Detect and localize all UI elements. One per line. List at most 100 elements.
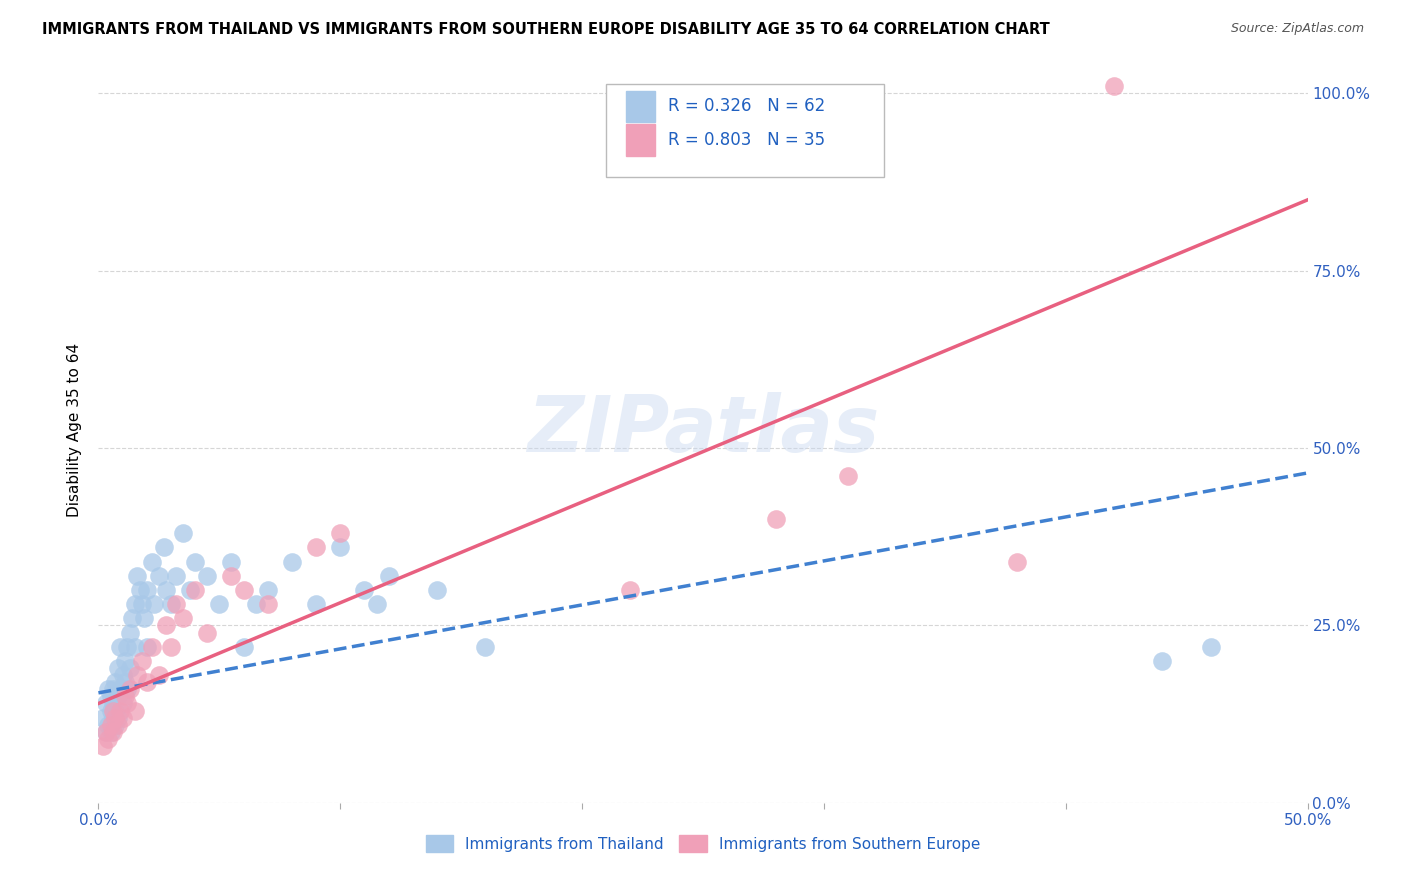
Point xyxy=(1199,640,1222,654)
Text: IMMIGRANTS FROM THAILAND VS IMMIGRANTS FROM SOUTHERN EUROPE DISABILITY AGE 35 TO: IMMIGRANTS FROM THAILAND VS IMMIGRANTS F… xyxy=(42,22,1050,37)
Point xyxy=(101,711,124,725)
Point xyxy=(134,611,156,625)
Point xyxy=(100,718,122,732)
Point xyxy=(111,711,134,725)
Point xyxy=(135,582,157,597)
Point xyxy=(104,704,127,718)
Text: Source: ZipAtlas.com: Source: ZipAtlas.com xyxy=(1230,22,1364,36)
Point xyxy=(1102,79,1125,94)
Point xyxy=(1007,555,1029,569)
Point xyxy=(108,682,131,697)
Point xyxy=(232,582,254,597)
Point xyxy=(141,555,163,569)
Point xyxy=(329,526,352,541)
Point xyxy=(329,541,352,555)
Point xyxy=(179,582,201,597)
Point xyxy=(135,640,157,654)
Point xyxy=(100,724,122,739)
Point xyxy=(91,711,114,725)
Point xyxy=(127,668,149,682)
Point xyxy=(208,597,231,611)
Point xyxy=(114,654,136,668)
Point xyxy=(135,675,157,690)
Point xyxy=(97,718,120,732)
Point xyxy=(111,697,134,711)
Point xyxy=(305,597,328,611)
Point xyxy=(108,704,131,718)
Point xyxy=(172,611,194,625)
Point xyxy=(107,690,129,704)
Point xyxy=(94,697,117,711)
Point xyxy=(101,697,124,711)
Point xyxy=(184,582,207,597)
Point xyxy=(91,739,114,753)
Point xyxy=(256,597,278,611)
Point xyxy=(114,690,136,704)
Point xyxy=(221,555,243,569)
Point xyxy=(111,668,134,682)
Point xyxy=(143,597,166,611)
Text: R = 0.326   N = 62: R = 0.326 N = 62 xyxy=(668,97,825,115)
Point xyxy=(118,625,141,640)
Point xyxy=(165,569,187,583)
Point xyxy=(195,625,218,640)
Point xyxy=(101,704,124,718)
Point xyxy=(619,582,641,597)
Point xyxy=(124,597,146,611)
Point xyxy=(100,690,122,704)
Point xyxy=(97,682,120,697)
FancyBboxPatch shape xyxy=(626,124,655,155)
Point xyxy=(108,640,131,654)
Point xyxy=(148,569,170,583)
Point xyxy=(765,512,787,526)
Point xyxy=(148,668,170,682)
Point xyxy=(100,704,122,718)
Point xyxy=(152,541,174,555)
Point xyxy=(377,569,399,583)
Point xyxy=(117,682,139,697)
Point xyxy=(118,661,141,675)
Point xyxy=(107,718,129,732)
Point xyxy=(837,469,859,483)
Point xyxy=(160,597,183,611)
Point xyxy=(172,526,194,541)
Point xyxy=(184,555,207,569)
Point xyxy=(94,724,117,739)
Point xyxy=(118,682,141,697)
Point xyxy=(353,582,375,597)
Point xyxy=(128,582,150,597)
Point xyxy=(366,597,388,611)
Point xyxy=(256,582,278,597)
Point xyxy=(131,597,153,611)
Point xyxy=(124,704,146,718)
Point xyxy=(305,541,328,555)
FancyBboxPatch shape xyxy=(626,91,655,122)
Point xyxy=(221,569,243,583)
Point xyxy=(165,597,187,611)
Point xyxy=(127,569,149,583)
Point xyxy=(232,640,254,654)
Point xyxy=(281,555,304,569)
Legend: Immigrants from Thailand, Immigrants from Southern Europe: Immigrants from Thailand, Immigrants fro… xyxy=(419,829,987,858)
Point xyxy=(101,682,124,697)
Point xyxy=(141,640,163,654)
Text: ZIPatlas: ZIPatlas xyxy=(527,392,879,468)
Point xyxy=(107,661,129,675)
Point xyxy=(1152,654,1174,668)
Point xyxy=(474,640,496,654)
Point xyxy=(104,711,127,725)
Point xyxy=(426,582,449,597)
Point xyxy=(131,654,153,668)
Text: R = 0.803   N = 35: R = 0.803 N = 35 xyxy=(668,131,825,149)
Y-axis label: Disability Age 35 to 64: Disability Age 35 to 64 xyxy=(67,343,83,517)
Point xyxy=(121,611,143,625)
Point xyxy=(94,724,117,739)
Point xyxy=(155,582,177,597)
Point xyxy=(101,724,124,739)
Point xyxy=(114,675,136,690)
Point xyxy=(117,697,139,711)
Point xyxy=(104,675,127,690)
Point xyxy=(124,640,146,654)
Point xyxy=(117,640,139,654)
Point xyxy=(245,597,267,611)
